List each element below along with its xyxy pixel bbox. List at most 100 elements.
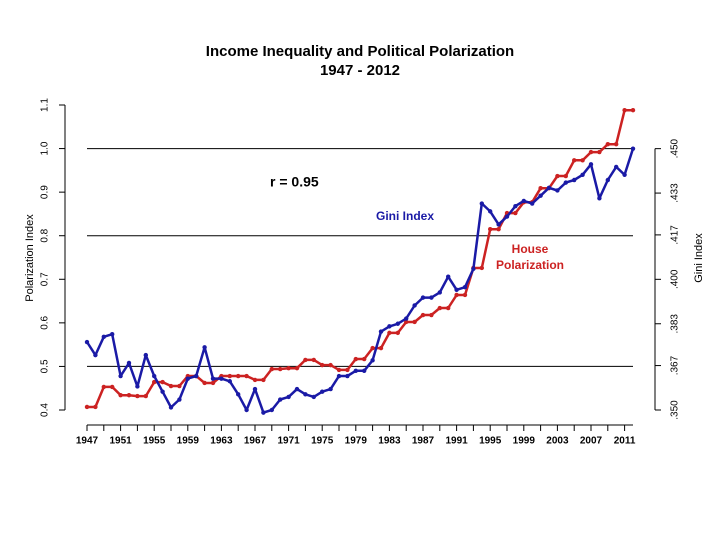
series-point <box>311 394 316 400</box>
series-point <box>252 377 258 383</box>
series-point <box>110 384 115 390</box>
series-point <box>462 284 468 290</box>
x-tick-label: 1955 <box>143 436 166 447</box>
series-point <box>227 379 232 384</box>
series-point <box>269 366 274 372</box>
series-point <box>118 392 123 398</box>
y2-tick-label: .450 <box>670 138 681 158</box>
y-tick-label: 0.7 <box>40 272 51 286</box>
series-point <box>252 386 258 392</box>
y-tick-label: 0.4 <box>40 403 51 417</box>
series-point <box>555 188 560 193</box>
annotation: Gini Index <box>376 209 434 223</box>
series-point <box>488 209 493 214</box>
series-point <box>236 373 241 379</box>
annotation: House <box>512 242 549 256</box>
series-point <box>168 383 174 389</box>
x-tick-label: 1959 <box>177 436 200 447</box>
series-point <box>479 265 484 271</box>
series-point <box>504 214 510 219</box>
series-point <box>202 345 207 350</box>
chart-subtitle: 1947 - 2012 <box>320 62 400 79</box>
series-point <box>101 334 107 340</box>
series-point <box>135 393 140 399</box>
series-point <box>320 389 325 394</box>
series-point <box>614 164 619 170</box>
series-point <box>84 339 90 345</box>
series-point <box>378 329 384 334</box>
series-point <box>362 368 367 373</box>
series-point <box>261 410 266 415</box>
series-point <box>126 360 132 366</box>
y-tick-label: 1.0 <box>40 141 51 155</box>
series-point <box>336 373 342 379</box>
series-point <box>278 366 283 372</box>
series-point <box>177 397 182 402</box>
series-point <box>488 226 493 232</box>
series-point <box>630 108 636 113</box>
series-point <box>538 193 543 198</box>
series-point <box>471 266 476 272</box>
series-point <box>597 149 602 155</box>
annotation: Polarization <box>496 258 564 272</box>
y-tick-label: 1.1 <box>40 98 51 112</box>
y2-tick-label: .433 <box>670 183 681 203</box>
series-point <box>605 177 610 183</box>
series-point <box>135 384 140 389</box>
y-tick-label: 0.5 <box>40 359 51 373</box>
x-tick-label: 2011 <box>614 436 636 447</box>
series-point <box>605 142 610 147</box>
series-point <box>395 321 400 326</box>
x-tick-label: 1995 <box>479 436 502 447</box>
series-point <box>84 404 90 410</box>
series-point <box>93 352 98 358</box>
series-point <box>320 362 325 368</box>
series-point <box>143 352 148 358</box>
series-point <box>387 330 392 336</box>
series-point <box>210 380 216 386</box>
x-tick-label: 1951 <box>109 436 132 447</box>
series-point <box>328 362 333 368</box>
series-point <box>227 373 232 379</box>
x-tick-label: 1991 <box>445 436 468 447</box>
series-point <box>93 404 98 410</box>
series-point <box>160 389 165 394</box>
series-point <box>294 365 300 371</box>
series-point <box>420 312 426 318</box>
x-tick-label: 1983 <box>378 436 401 447</box>
series-point <box>294 386 300 392</box>
series-point <box>412 303 417 308</box>
series-point <box>269 407 274 413</box>
series-point <box>152 379 157 385</box>
y-tick-label: 0.9 <box>40 185 51 199</box>
series-point <box>437 290 442 295</box>
chart-title: Income Inequality and Political Polariza… <box>206 43 514 60</box>
series-point <box>362 356 367 362</box>
series-point <box>496 226 501 232</box>
series-point <box>555 173 560 179</box>
series-point <box>622 108 627 113</box>
x-tick-label: 1971 <box>277 436 300 447</box>
series-point <box>395 330 400 336</box>
x-tick-label: 1947 <box>76 436 99 447</box>
series-point <box>210 376 216 381</box>
x-tick-label: 1987 <box>412 436 435 447</box>
series-point <box>328 386 333 392</box>
series-point <box>546 185 552 191</box>
series-point <box>479 201 484 206</box>
x-tick-label: 2003 <box>546 436 569 447</box>
series-point <box>404 319 409 325</box>
series-point <box>530 201 535 206</box>
series-point <box>446 305 451 311</box>
y2-tick-label: .383 <box>670 314 681 334</box>
series-point <box>588 162 594 167</box>
series-point <box>521 198 526 204</box>
x-tick-label: 1999 <box>513 436 536 447</box>
series-point <box>563 173 568 179</box>
series-point <box>286 365 291 371</box>
series-point <box>370 345 375 351</box>
series-point <box>580 172 585 177</box>
series-point <box>580 158 585 163</box>
series-point <box>185 376 190 381</box>
